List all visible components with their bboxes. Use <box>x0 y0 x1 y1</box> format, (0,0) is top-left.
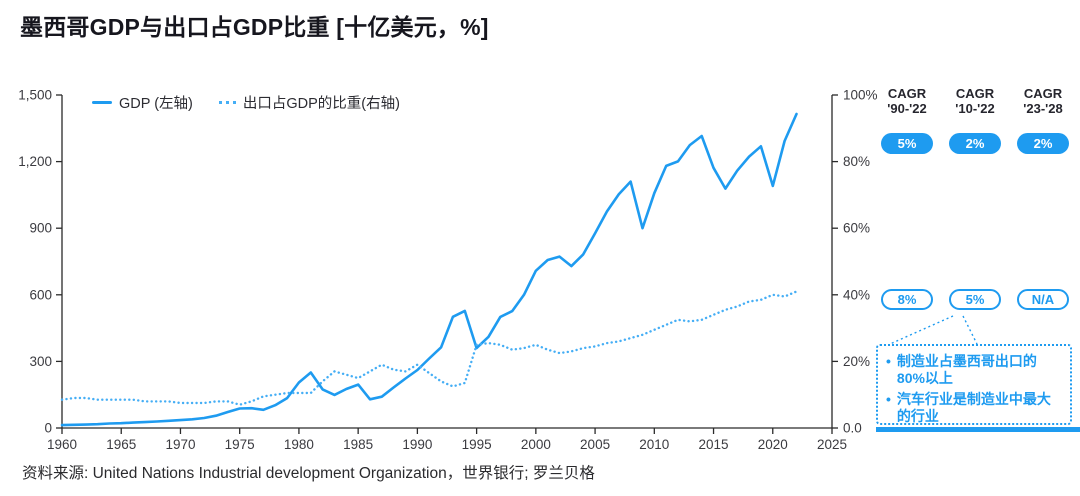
export-cagr-pill-row: 8% 5% N/A <box>876 289 1074 310</box>
x-tick-label: 1985 <box>343 437 373 452</box>
dotted-line-icon <box>218 101 236 104</box>
gdp-cagr-pill-90-22: 5% <box>881 133 933 154</box>
bullet-dot-icon: • <box>886 391 891 408</box>
y-right-tick-label: 40% <box>843 287 870 302</box>
y-right-tick-label: 100% <box>843 88 878 103</box>
y-left-tick-label: 300 <box>29 354 52 369</box>
y-left-tick-label: 600 <box>29 287 52 302</box>
legend-item-gdp: GDP (左轴) <box>92 92 193 113</box>
solid-line-icon <box>92 101 112 104</box>
x-tick-label: 1995 <box>462 437 492 452</box>
x-tick-label: 2005 <box>580 437 610 452</box>
gdp-cagr-pill-10-22: 2% <box>949 133 1001 154</box>
y-right-tick-label: 60% <box>843 221 870 236</box>
callout-bullet-1: • 制造业占墨西哥出口的80%以上 <box>886 353 1062 387</box>
callout-pointer-right <box>962 315 978 345</box>
export-cagr-pill-10-22: 5% <box>949 289 1001 310</box>
gdp-cagr-pill-23-28: 2% <box>1017 133 1069 154</box>
legend-label-export-share: 出口占GDP的比重(右轴) <box>242 96 400 112</box>
cagr-header-90-22: CAGR '90-'22 <box>887 86 927 117</box>
gdp-cagr-pill-row: 5% 2% 2% <box>876 133 1074 154</box>
legend-label-gdp: GDP (左轴) <box>119 96 193 112</box>
page-title: 墨西哥GDP与出口占GDP比重 [十亿美元，%] <box>20 14 489 40</box>
y-left-tick-label: 900 <box>29 221 52 236</box>
y-right-tick-label: 20% <box>843 354 870 369</box>
manufacturing-callout-box: • 制造业占墨西哥出口的80%以上 • 汽车行业是制造业中最大的行业 <box>876 344 1072 425</box>
y-right-tick-label: 0.0 <box>843 421 862 436</box>
x-tick-label: 2020 <box>758 437 788 452</box>
source-note: 资料来源: United Nations Industrial developm… <box>22 465 595 482</box>
y-left-tick-label: 1,500 <box>18 88 52 103</box>
legend-item-export-share: 出口占GDP的比重(右轴) <box>218 92 400 113</box>
cagr-header-row: CAGR '90-'22 CAGR '10-'22 CAGR '23-'28 <box>876 86 1074 117</box>
export-cagr-pill-23-28: N/A <box>1017 289 1069 310</box>
y-right-tick-label: 80% <box>843 154 870 169</box>
callout-bullet-2: • 汽车行业是制造业中最大的行业 <box>886 391 1062 425</box>
cagr-header-10-22: CAGR '10-'22 <box>955 86 995 117</box>
callout-bullet-2-text: 汽车行业是制造业中最大的行业 <box>896 391 1051 425</box>
y-left-tick-label: 0 <box>44 421 52 436</box>
x-tick-label: 1965 <box>106 437 136 452</box>
x-tick-label: 1975 <box>225 437 255 452</box>
callout-underbar <box>876 427 1080 432</box>
x-tick-label: 1980 <box>284 437 314 452</box>
export-cagr-pill-90-22: 8% <box>881 289 933 310</box>
x-tick-label: 1990 <box>402 437 432 452</box>
x-tick-label: 1970 <box>165 437 195 452</box>
y-left-tick-label: 1,200 <box>18 154 52 169</box>
export-share-line <box>60 290 798 406</box>
x-tick-label: 2000 <box>521 437 551 452</box>
x-tick-label: 2025 <box>817 437 847 452</box>
x-tick-label: 1960 <box>47 437 77 452</box>
gdp-line <box>60 112 798 427</box>
x-tick-label: 2010 <box>639 437 669 452</box>
cagr-header-23-28: CAGR '23-'28 <box>1023 86 1063 117</box>
bullet-dot-icon: • <box>886 353 891 369</box>
callout-pointer-left <box>889 315 954 345</box>
axis-frame <box>61 95 833 429</box>
callout-bullet-1-text: 制造业占墨西哥出口的80%以上 <box>896 353 1037 387</box>
chart-legend: GDP (左轴) 出口占GDP的比重(右轴) <box>92 92 400 113</box>
x-tick-label: 2015 <box>699 437 729 452</box>
